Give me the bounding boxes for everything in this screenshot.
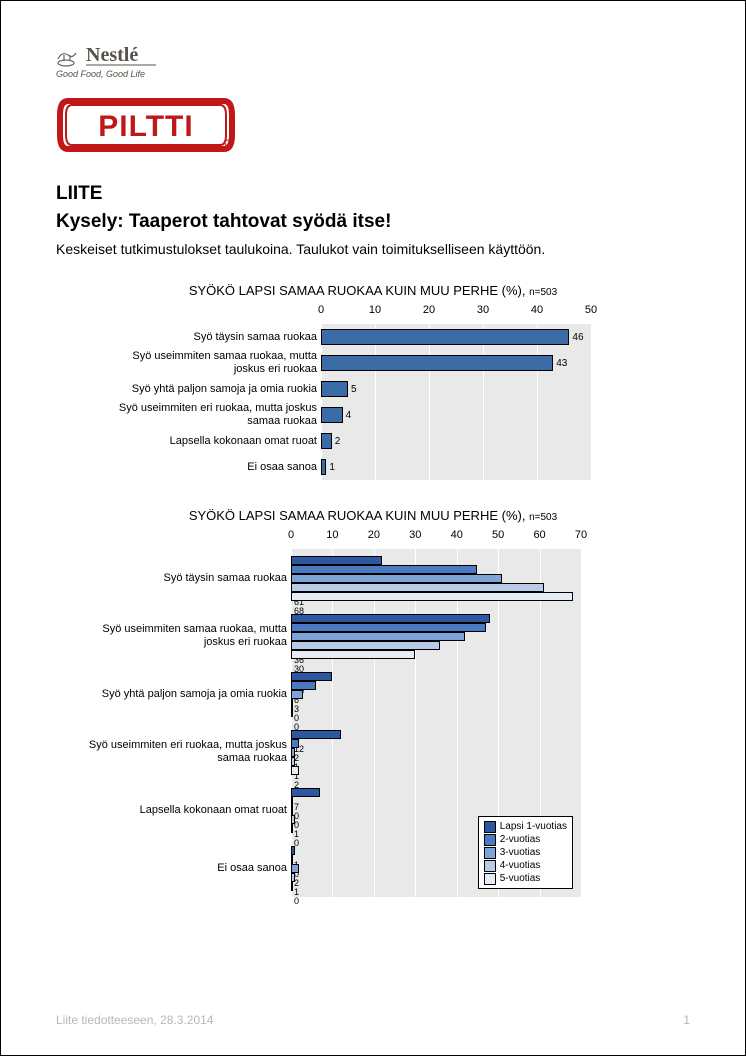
chart1-bar: 43 bbox=[321, 355, 567, 371]
chart2-bar: 45 bbox=[291, 565, 477, 574]
chart2-bar: 61 bbox=[291, 583, 544, 592]
chart1-category-label: Lapsella kokonaan omat ruoat bbox=[106, 428, 321, 454]
chart1-bar-value: 5 bbox=[351, 384, 357, 395]
chart2-bar: 22 bbox=[291, 556, 382, 565]
kysely-heading: Kysely: Taaperot tahtovat syödä itse! bbox=[56, 211, 690, 233]
chart2-bar: 2 bbox=[291, 739, 299, 748]
chart1-bar: 2 bbox=[321, 433, 340, 449]
chart2-bar: 30 bbox=[291, 650, 415, 659]
page: Nestlé Good Food, Good Life PILTTI R LII… bbox=[0, 0, 746, 1056]
legend-item: 2-vuotias bbox=[484, 833, 567, 846]
chart1-bar: 4 bbox=[321, 407, 351, 423]
chart2-bar: 1 bbox=[291, 815, 299, 824]
chart2-bar: 48 bbox=[291, 614, 490, 623]
chart2-labels: Syö täysin samaa ruokaaSyö useimmiten sa… bbox=[76, 529, 291, 897]
chart1-plot: 01020304050 46 43 5 4 2 1 bbox=[321, 304, 591, 480]
chart2-bar: 0 bbox=[291, 699, 299, 708]
chart2-bar: 1 bbox=[291, 846, 299, 855]
chart2-plot: 0102030405060702245516168484742363010630… bbox=[291, 529, 581, 897]
chart1-bar-value: 1 bbox=[329, 462, 335, 473]
chart2-bar: 6 bbox=[291, 681, 316, 690]
nestle-wordmark: Nestlé bbox=[86, 44, 138, 66]
legend-item: 5-vuotias bbox=[484, 872, 567, 885]
chart1-category-label: Syö useimmiten eri ruokaa, mutta joskus … bbox=[106, 402, 321, 428]
chart1-axis: 01020304050 bbox=[321, 304, 591, 324]
chart2: SYÖKÖ LAPSI SAMAA RUOKAA KUIN MUU PERHE … bbox=[56, 508, 690, 897]
legend-label: 2-vuotias bbox=[500, 833, 541, 846]
chart2-category-label: Syö yhtä paljon samoja ja omia ruokia bbox=[76, 665, 291, 723]
chart2-legend: Lapsi 1-vuotias2-vuotias3-vuotias4-vuoti… bbox=[478, 816, 573, 889]
chart1-bar-value: 46 bbox=[572, 332, 583, 343]
intro-text: Keskeiset tutkimustulokset taulukoina. T… bbox=[56, 241, 690, 257]
chart1-bar: 46 bbox=[321, 329, 584, 345]
footer-page: 1 bbox=[683, 1013, 690, 1027]
nestle-logo: Nestlé Good Food, Good Life bbox=[56, 41, 690, 83]
legend-swatch bbox=[484, 860, 496, 872]
chart1-bar-value: 4 bbox=[346, 410, 352, 421]
chart2-bar: 10 bbox=[291, 672, 332, 681]
chart2-category-label: Ei osaa sanoa bbox=[76, 839, 291, 897]
legend-item: Lapsi 1-vuotias bbox=[484, 820, 567, 833]
chart2-axis: 010203040506070 bbox=[291, 529, 581, 547]
chart2-bar: 47 bbox=[291, 623, 486, 632]
chart1-labels: Syö täysin samaa ruokaaSyö useimmiten sa… bbox=[106, 304, 321, 480]
chart1-bar-value: 43 bbox=[556, 358, 567, 369]
chart2-bar: 1 bbox=[291, 748, 299, 757]
chart1: SYÖKÖ LAPSI SAMAA RUOKAA KUIN MUU PERHE … bbox=[56, 283, 690, 480]
legend-label: 5-vuotias bbox=[500, 872, 541, 885]
chart2-bar: 68 bbox=[291, 592, 573, 601]
chart2-bar: 0 bbox=[291, 797, 299, 806]
legend-swatch bbox=[484, 847, 496, 859]
chart2-category-label: Lapsella kokonaan omat ruoat bbox=[76, 781, 291, 839]
legend-label: 3-vuotias bbox=[500, 846, 541, 859]
chart2-bar: 0 bbox=[291, 855, 299, 864]
chart2-bar: 42 bbox=[291, 632, 465, 641]
legend-label: 4-vuotias bbox=[500, 859, 541, 872]
piltti-logo: PILTTI R bbox=[56, 91, 690, 159]
chart1-category-label: Ei osaa sanoa bbox=[106, 454, 321, 480]
chart1-category-label: Syö useimmiten samaa ruokaa, mutta josku… bbox=[106, 350, 321, 376]
chart2-bar: 2 bbox=[291, 766, 299, 775]
chart2-bar-value: 0 bbox=[294, 896, 299, 906]
chart2-bar: 0 bbox=[291, 806, 299, 815]
chart2-bar: 0 bbox=[291, 708, 299, 717]
chart2-category-label: Syö täysin samaa ruokaa bbox=[76, 549, 291, 607]
liite-heading: LIITE bbox=[56, 183, 690, 205]
svg-text:R: R bbox=[227, 142, 230, 147]
legend-swatch bbox=[484, 873, 496, 885]
legend-label: Lapsi 1-vuotias bbox=[500, 820, 567, 833]
chart2-bar: 0 bbox=[291, 882, 299, 891]
chart1-bar: 5 bbox=[321, 381, 357, 397]
chart1-title: SYÖKÖ LAPSI SAMAA RUOKAA KUIN MUU PERHE … bbox=[56, 283, 690, 298]
legend-item: 4-vuotias bbox=[484, 859, 567, 872]
legend-swatch bbox=[484, 834, 496, 846]
chart2-bar: 2 bbox=[291, 864, 299, 873]
footer-left: Liite tiedotteeseen, 28.3.2014 bbox=[56, 1013, 213, 1027]
chart2-bar: 1 bbox=[291, 757, 299, 766]
chart2-category-label: Syö useimmiten samaa ruokaa, mutta josku… bbox=[76, 607, 291, 665]
legend-swatch bbox=[484, 821, 496, 833]
chart2-bar: 51 bbox=[291, 574, 502, 583]
chart2-bar: 36 bbox=[291, 641, 440, 650]
chart1-bar: 1 bbox=[321, 459, 335, 475]
nestle-tagline: Good Food, Good Life bbox=[56, 69, 145, 79]
chart2-category-label: Syö useimmiten eri ruokaa, mutta joskus … bbox=[76, 723, 291, 781]
chart1-bar-value: 2 bbox=[335, 436, 341, 447]
chart2-bar: 12 bbox=[291, 730, 341, 739]
chart2-title: SYÖKÖ LAPSI SAMAA RUOKAA KUIN MUU PERHE … bbox=[56, 508, 690, 523]
chart2-bar: 3 bbox=[291, 690, 303, 699]
piltti-wordmark: PILTTI bbox=[98, 110, 193, 143]
chart2-bar: 7 bbox=[291, 788, 320, 797]
legend-item: 3-vuotias bbox=[484, 846, 567, 859]
footer: Liite tiedotteeseen, 28.3.2014 1 bbox=[56, 1013, 690, 1027]
chart2-bar: 0 bbox=[291, 824, 299, 833]
chart2-bar: 1 bbox=[291, 873, 299, 882]
chart1-category-label: Syö yhtä paljon samoja ja omia ruokia bbox=[106, 376, 321, 402]
chart1-category-label: Syö täysin samaa ruokaa bbox=[106, 324, 321, 350]
